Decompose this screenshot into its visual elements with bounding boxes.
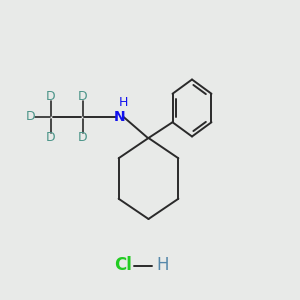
Text: D: D xyxy=(46,90,56,104)
Text: H: H xyxy=(118,96,128,109)
Text: D: D xyxy=(78,90,87,104)
Text: Cl: Cl xyxy=(114,256,132,274)
Text: H: H xyxy=(156,256,169,274)
Text: D: D xyxy=(46,130,56,144)
Text: D: D xyxy=(78,130,87,144)
Text: N: N xyxy=(114,110,126,124)
Text: D: D xyxy=(26,110,35,124)
